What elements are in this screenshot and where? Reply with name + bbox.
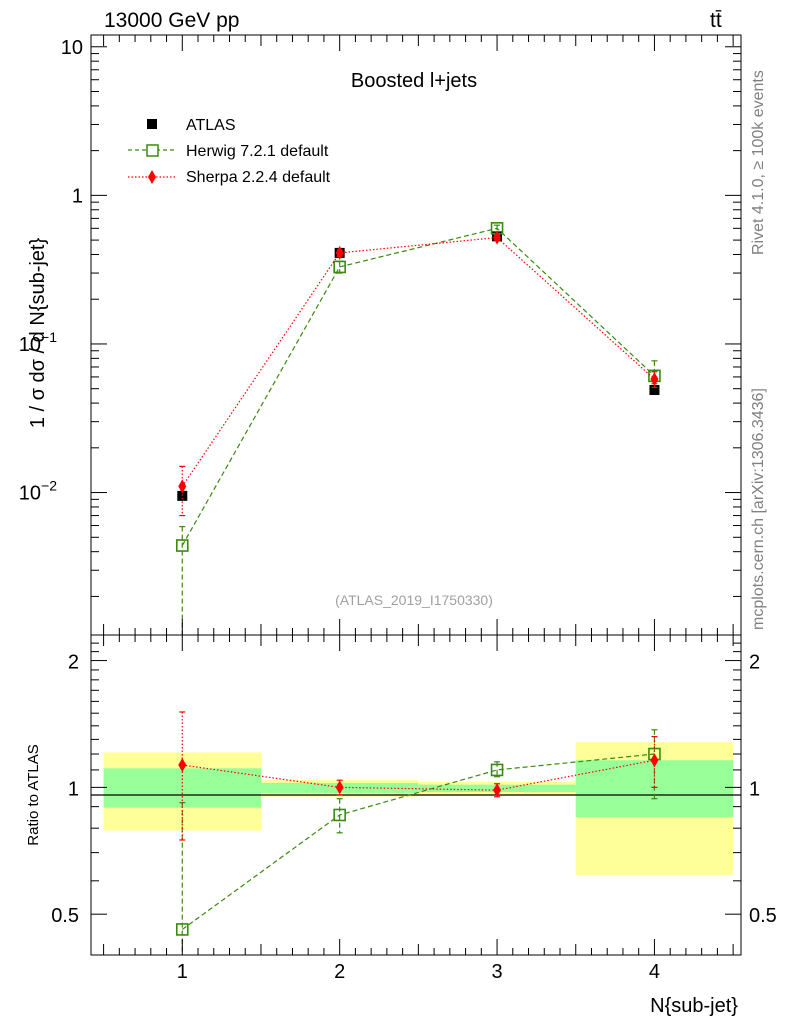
ratio-y-tick-label-right: 2 [749, 652, 760, 674]
main-y-label-text: 1 / σ dσ / d N{sub-jet} [27, 238, 49, 429]
ratio-frame [90, 634, 742, 956]
main-y-ticks: 10−2 10−1 1 10 [19, 37, 741, 597]
rivet-label: Rivet 4.1.0, ≥ 100k events [750, 70, 767, 255]
ratio-y-tick-label-right: 0.5 [749, 905, 777, 927]
x-axis-label: N{sub-jet} [650, 995, 738, 1017]
sherpa-point [650, 753, 659, 768]
legend-item-sherpa: Sherpa 2.2.4 default [128, 169, 331, 186]
ratio-marks [175, 711, 661, 955]
ratio-x-ticks: 1 2 3 4 [103, 635, 734, 983]
sherpa-point [493, 783, 502, 798]
sherpa-point [335, 245, 344, 260]
x-tick-label: 2 [334, 961, 345, 983]
x-tick-label: 4 [649, 961, 660, 983]
ratio-y-tick-label: 1 [68, 778, 79, 800]
main-y-tick-label: 1 [72, 185, 83, 207]
svg-text:1 / σ dσ / d N{sub-jet}: 1 / σ dσ / d N{sub-jet} [27, 238, 49, 429]
sherpa-point [335, 780, 344, 795]
main-panel: 10−2 10−1 1 10 Boosted l+jets (ATLAS_2019_I… [19, 34, 742, 636]
ratio-bands [103, 742, 734, 875]
x-tick-label: 1 [177, 961, 188, 983]
inner-uncertainty-band [103, 768, 261, 808]
main-marks [175, 222, 661, 635]
legend-item-herwig: Herwig 7.2.1 default [128, 143, 329, 160]
main-y-tick-label: 10−1 [19, 329, 57, 356]
ratio-y-ticks: 0.5 0.5 1 1 2 2 [51, 642, 777, 956]
process-label: tt̄ [710, 9, 722, 32]
ratio-panel: 0.5 0.5 1 1 2 2 1 2 3 4 Ratio to ATLAS [25, 634, 777, 983]
sherpa-line [181, 236, 655, 487]
sherpa-line [182, 759, 655, 791]
legend: ATLAS Herwig 7.2.1 default Sherpa 2.2.4 … [128, 117, 331, 186]
legend-sherpa-marker [148, 170, 156, 184]
sherpa-point [650, 372, 659, 387]
mcplots-label: mcplots.cern.ch [arXiv:1306.3436] [750, 388, 767, 630]
legend-item-atlas: ATLAS [147, 117, 236, 134]
ratio-y-tick-label: 2 [68, 652, 79, 674]
legend-herwig-marker [146, 144, 159, 157]
analysis-watermark: (ATLAS_2019_I1750330) [335, 592, 493, 608]
main-y-tick-label: 10 [61, 37, 83, 59]
herwig-point [175, 539, 189, 552]
ratio-y-tick-label-right: 1 [749, 778, 760, 800]
energy-label: 13000 GeV pp [104, 9, 239, 32]
x-tick-label: 3 [491, 961, 502, 983]
main-x-ticks [103, 35, 734, 635]
ratio-y-tick-label: 0.5 [51, 905, 79, 927]
sherpa-point [178, 479, 187, 494]
main-y-tick-label: 10−2 [19, 478, 57, 505]
herwig-line [181, 753, 655, 930]
legend-atlas-label: ATLAS [186, 117, 236, 134]
legend-sherpa-label: Sherpa 2.2.4 default [186, 169, 331, 186]
herwig-line [181, 227, 655, 546]
legend-herwig-label: Herwig 7.2.1 default [186, 143, 329, 160]
sherpa-point [493, 230, 502, 245]
herwig-point [333, 260, 346, 274]
sherpa-point [178, 758, 187, 773]
herwig-point [333, 808, 346, 822]
atlas-point [649, 384, 660, 395]
ratio-y-label: Ratio to ATLAS [25, 744, 42, 845]
legend-atlas-marker [147, 119, 157, 129]
chart-title: Boosted l+jets [351, 70, 477, 92]
herwig-point [490, 763, 504, 777]
main-y-axis-label: 1 / σ dσ / d N{sub-jet} [27, 238, 49, 429]
herwig-point [175, 923, 189, 936]
